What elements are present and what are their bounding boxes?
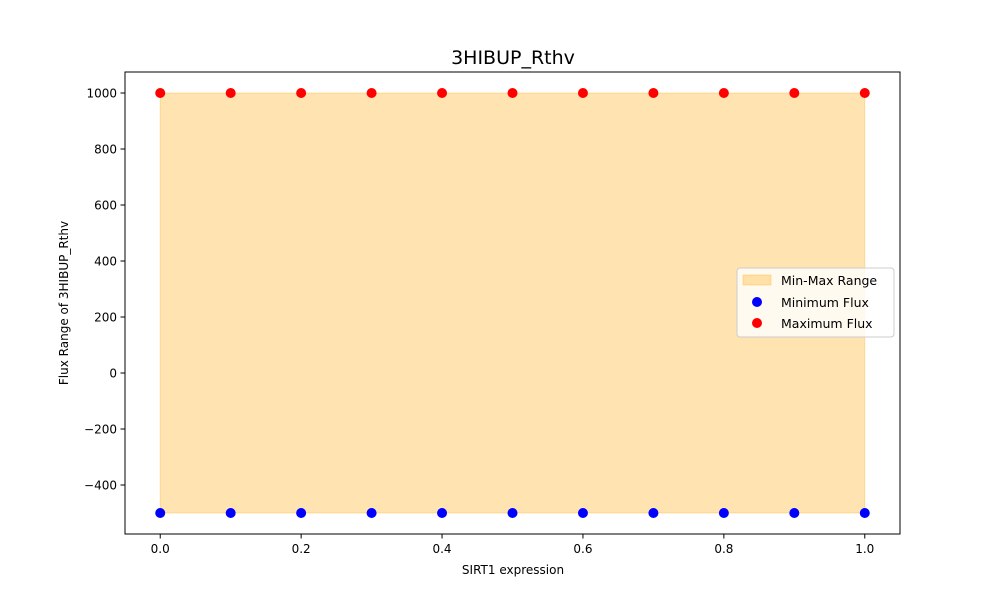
- min-flux-point: [718, 508, 729, 518]
- legend-label-range: Min-Max Range: [781, 273, 877, 288]
- y-tick-label: 0: [109, 367, 117, 381]
- max-flux-point: [437, 88, 448, 98]
- legend-label-minimum-flux: Minimum Flux: [781, 295, 869, 310]
- x-tick-label: 0.4: [432, 542, 451, 556]
- max-flux-point: [859, 88, 870, 98]
- plot-area: 0.0 0.2 0.4 0.6 0.8 1.0 −400 −200 0 200 400 600 800 1…: [84, 71, 901, 556]
- legend-marker-minimum-flux: [752, 297, 762, 307]
- y-axis-label: Flux Range of 3HIBUP_Rthv: [57, 221, 71, 385]
- max-flux-point: [296, 88, 307, 98]
- legend-swatch-range: [742, 274, 772, 286]
- legend-marker-maximum-flux: [752, 318, 762, 328]
- y-tick-label: 800: [94, 143, 117, 157]
- min-flux-point: [648, 508, 659, 518]
- x-tick-label: 0.8: [714, 542, 733, 556]
- min-flux-point: [577, 508, 588, 518]
- min-flux-point: [366, 508, 377, 518]
- min-flux-point: [225, 508, 236, 518]
- y-tick-label: 200: [94, 311, 117, 325]
- y-tick-label: 1000: [86, 87, 117, 101]
- max-flux-point: [225, 88, 236, 98]
- max-flux-point: [577, 88, 588, 98]
- min-flux-point: [296, 508, 307, 518]
- max-flux-point: [155, 88, 166, 98]
- legend-box: [736, 267, 895, 338]
- legend: Min-Max Range Minimum Flux Maximum Flux: [736, 267, 895, 338]
- max-flux-point: [648, 88, 659, 98]
- min-flux-point: [859, 508, 870, 518]
- series-maximum-flux: [155, 88, 870, 98]
- x-tick-label: 0.2: [292, 542, 311, 556]
- min-flux-point: [155, 508, 166, 518]
- max-flux-point: [507, 88, 518, 98]
- y-tick-label: −400: [84, 479, 117, 493]
- y-tick-label: −200: [84, 423, 117, 437]
- max-flux-point: [366, 88, 377, 98]
- max-flux-point: [789, 88, 800, 98]
- x-axis-label: SIRT1 expression: [462, 563, 564, 577]
- series-minimum-flux: [155, 508, 870, 518]
- min-flux-point: [789, 508, 800, 518]
- y-tick-label: 400: [94, 255, 117, 269]
- x-tick-label: 1.0: [855, 542, 874, 556]
- max-flux-point: [718, 88, 729, 98]
- axes-frame: [124, 71, 901, 535]
- chart-title: 3HIBUP_Rthv: [451, 47, 575, 69]
- y-tick-label: 600: [94, 199, 117, 213]
- min-flux-point: [507, 508, 518, 518]
- min-flux-point: [437, 508, 448, 518]
- x-tick-label: 0.6: [573, 542, 592, 556]
- x-tick-label: 0.0: [151, 542, 170, 556]
- legend-label-maximum-flux: Maximum Flux: [781, 316, 873, 331]
